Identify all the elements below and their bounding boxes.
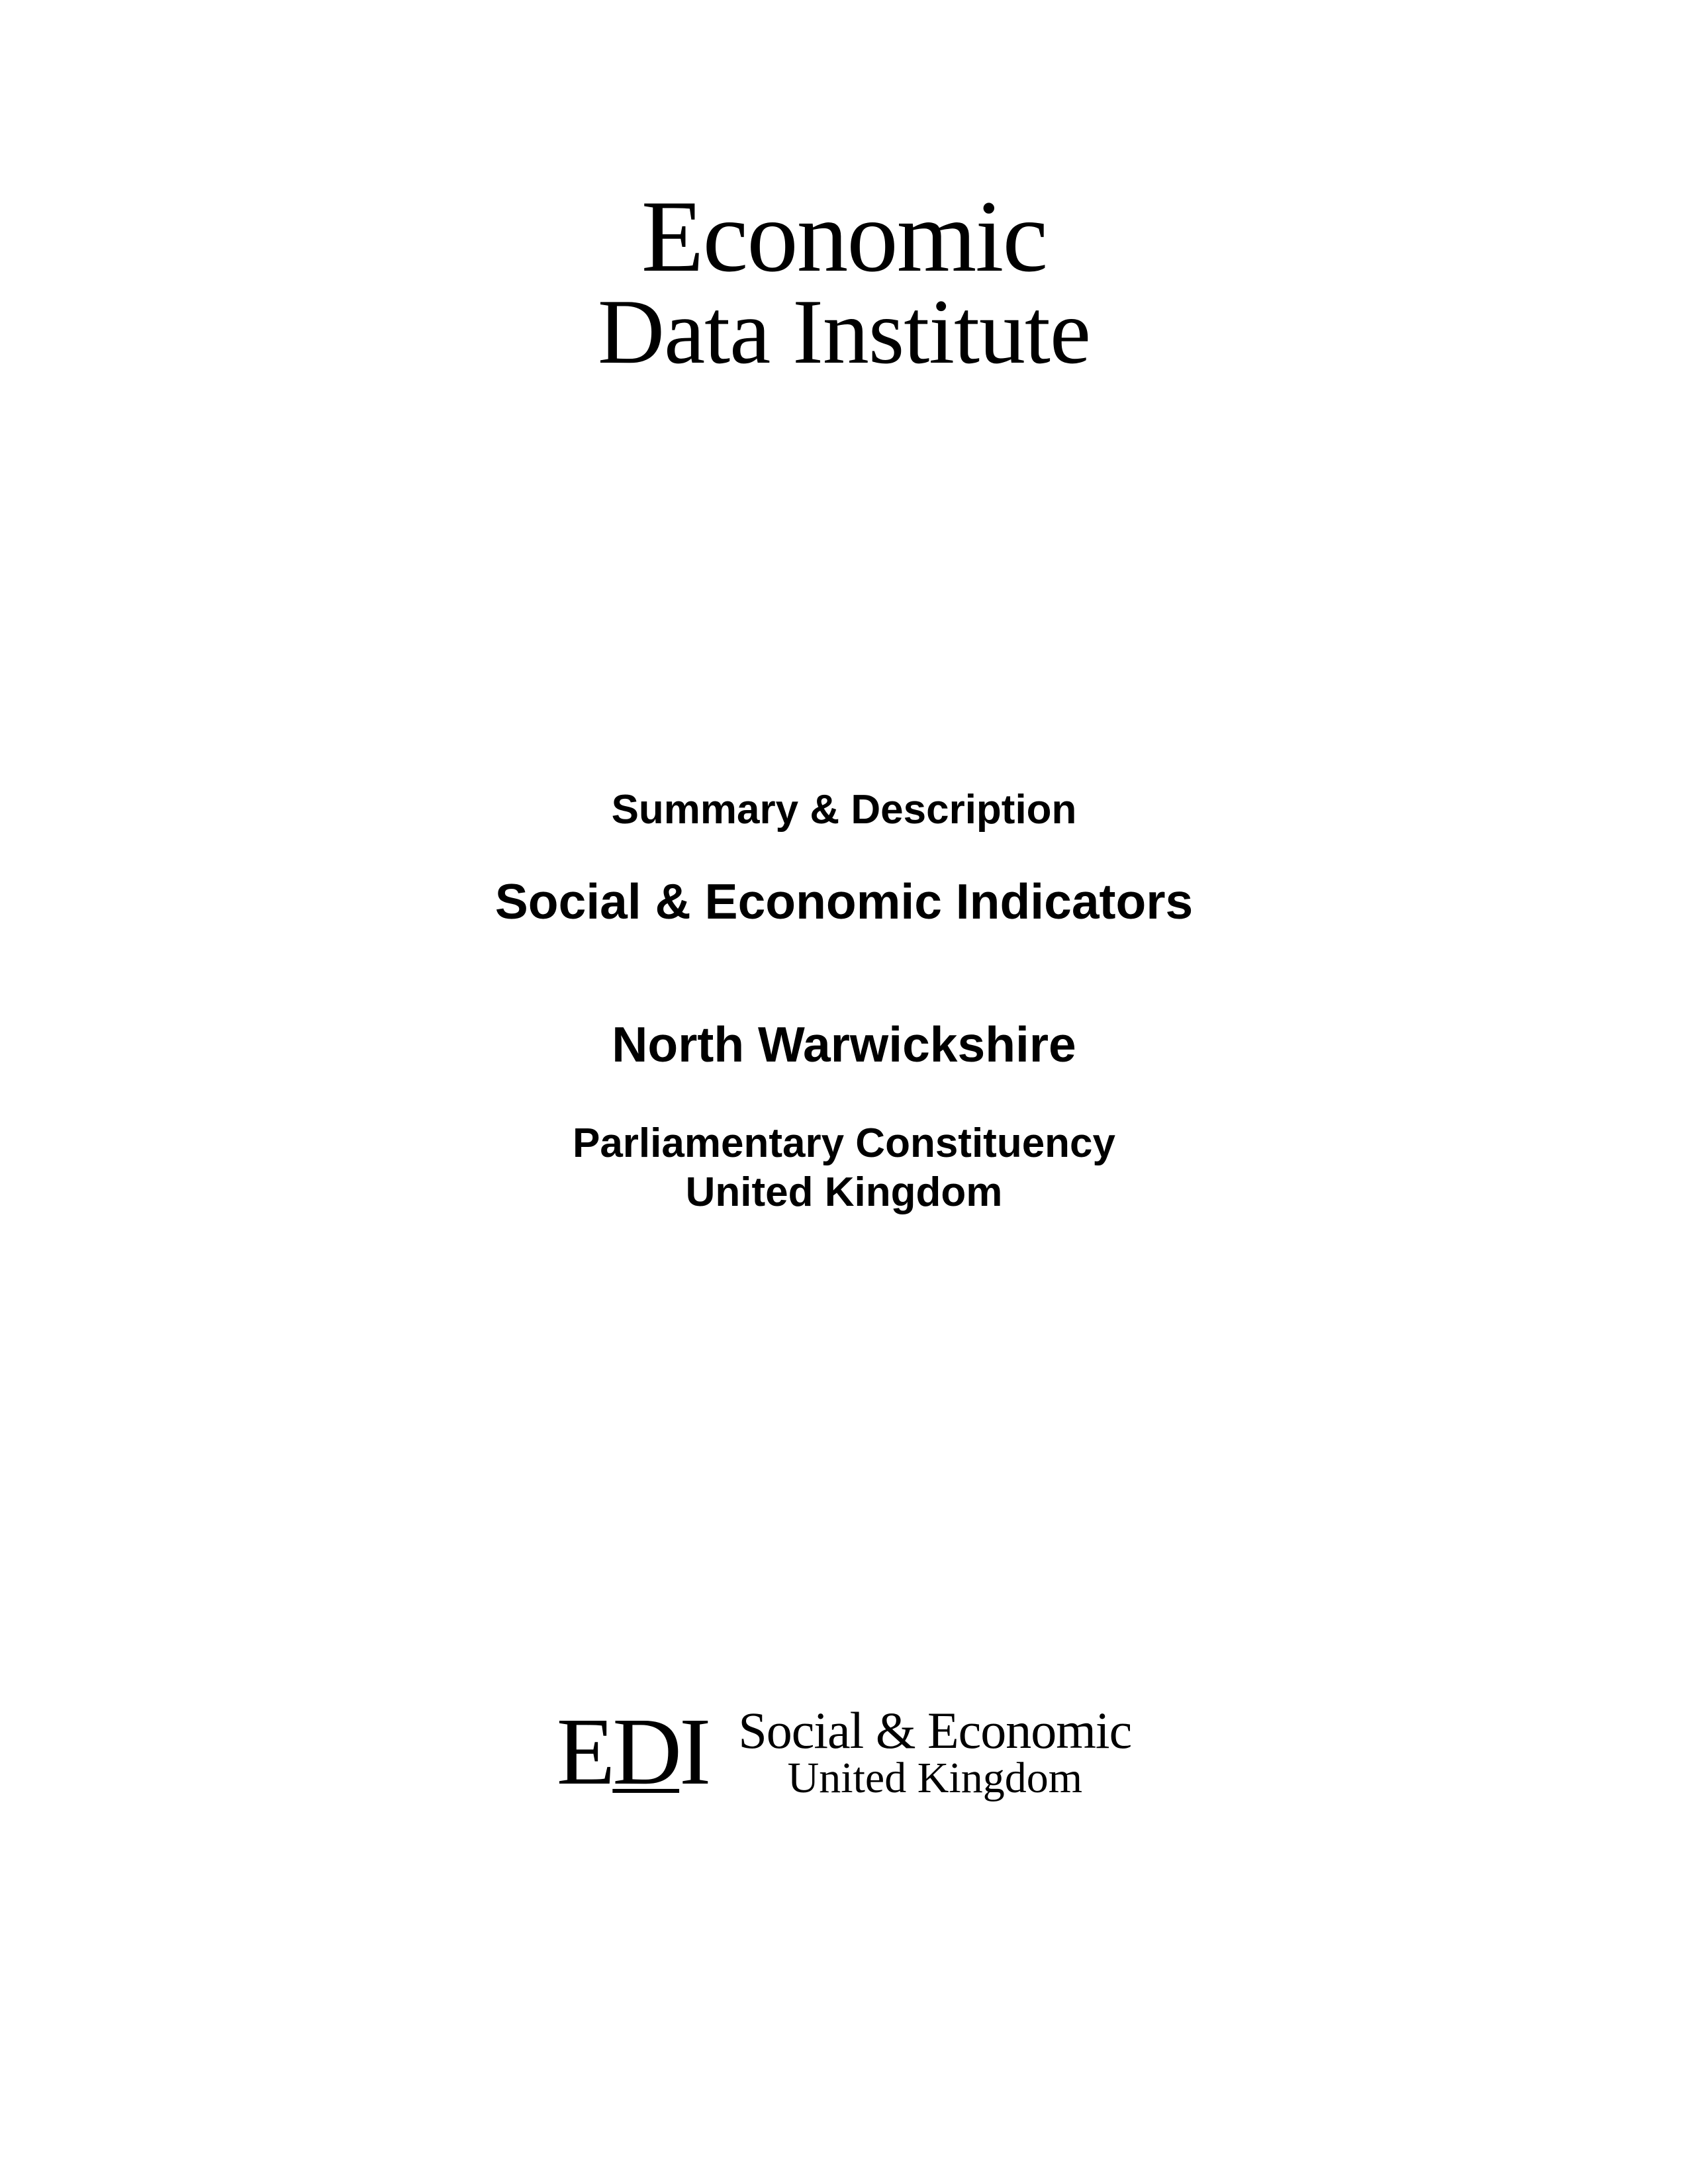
subtitle-block: Parliamentary Constituency United Kingdo… [495, 1119, 1193, 1218]
document-page: Economic Data Institute Summary & Descri… [0, 0, 1688, 2184]
footer-logo: EDI Social & Economic United Kingdom [557, 1704, 1131, 1800]
footer-abbr-i: I [679, 1699, 708, 1805]
document-title: Social & Economic Indicators [495, 873, 1193, 930]
footer-abbr-e: E [557, 1699, 613, 1805]
subtitle-line2: United Kingdom [495, 1168, 1193, 1217]
region-name: North Warwickshire [495, 1016, 1193, 1073]
content-block: Summary & Description Social & Economic … [495, 786, 1193, 1218]
header-logo: Economic Data Institute [598, 185, 1090, 376]
summary-description-label: Summary & Description [495, 786, 1193, 833]
header-logo-line1: Economic [598, 185, 1090, 288]
footer-text: Social & Economic United Kingdom [738, 1705, 1131, 1800]
subtitle-line1: Parliamentary Constituency [495, 1119, 1193, 1168]
footer-abbreviation: EDI [557, 1704, 709, 1800]
footer-text-line1: Social & Economic [738, 1705, 1131, 1756]
footer-text-line2: United Kingdom [738, 1756, 1131, 1800]
footer-abbr-d: D [612, 1699, 679, 1805]
header-logo-line2: Data Institute [598, 288, 1090, 376]
